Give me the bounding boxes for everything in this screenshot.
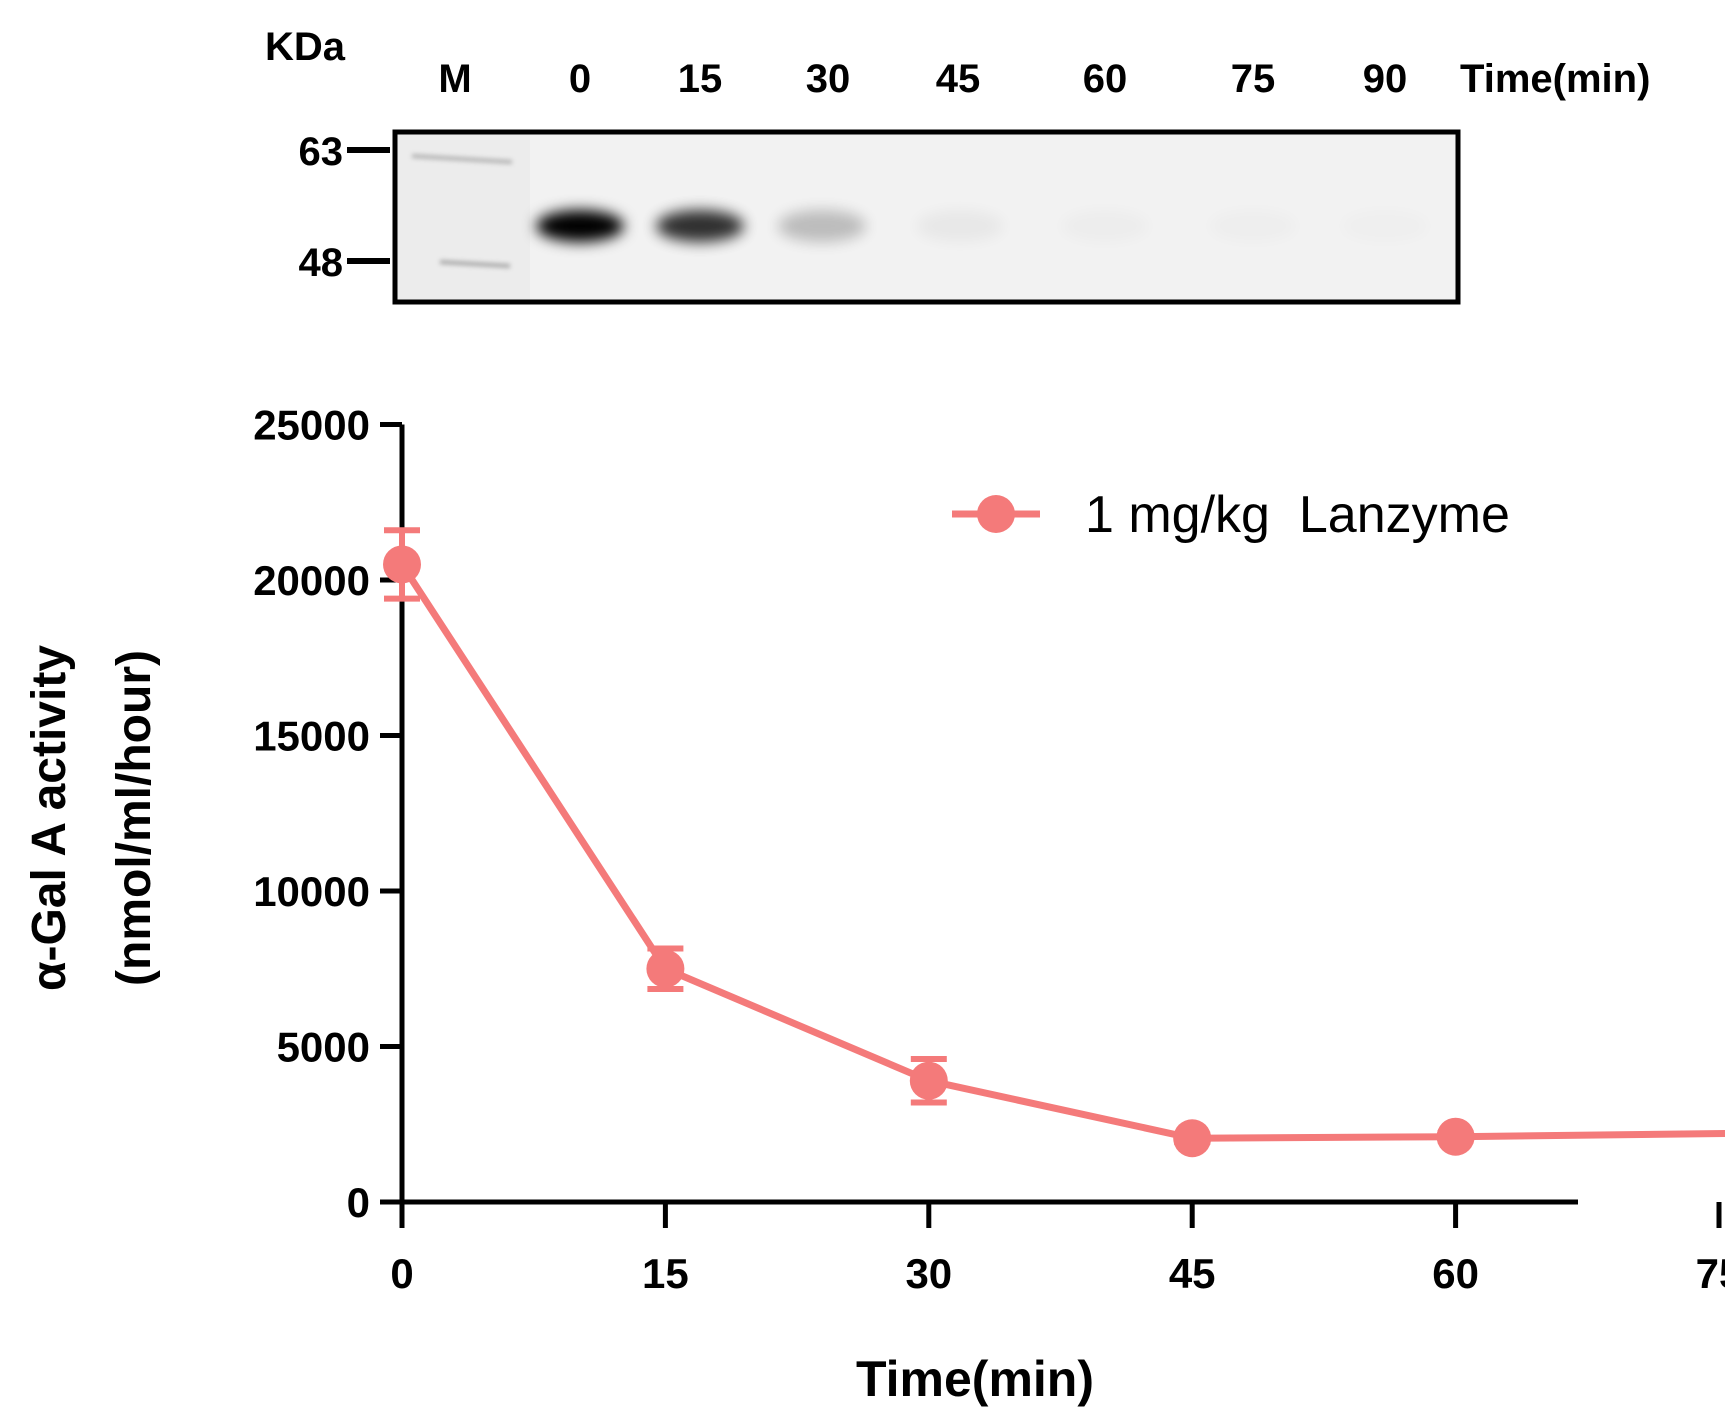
legend: 1 mg/kg Lanzyme [952, 486, 1510, 544]
blot-band [778, 210, 866, 242]
ladder-band-48 [439, 260, 511, 268]
x-tick-label: 45 [1169, 1250, 1216, 1297]
blot-lane-label: 0 [569, 57, 591, 101]
blot-band [916, 210, 1004, 242]
y-tick-label: 15000 [253, 713, 370, 760]
blot-lane-label: 30 [806, 57, 851, 101]
blot-band [1209, 210, 1297, 242]
blot-lane-label: 90 [1363, 57, 1408, 101]
data-point [383, 545, 421, 584]
y-tick-label: 0 [347, 1179, 370, 1226]
gel-frame [392, 129, 1461, 305]
x-axis-title: Time(min) [856, 1351, 1094, 1407]
blot-unit-label: KDa [265, 25, 346, 69]
y-tick-label: 25000 [253, 402, 370, 449]
mw-marker-48: 48 [299, 241, 344, 285]
ladder-band-63 [411, 154, 513, 164]
y-tick-label: 10000 [253, 868, 370, 915]
data-point [1436, 1117, 1475, 1156]
legend-label: 1 mg/kg Lanzyme [1085, 486, 1510, 544]
blot-lane-axis-label: Time(min) [1460, 57, 1650, 101]
x-tick-label: 0 [390, 1250, 413, 1297]
western-blot-panel: KDa M 0 15 30 45 60 75 90 Time(min) 63 48 [265, 25, 1650, 305]
data-point [909, 1061, 948, 1100]
x-tick-label: 75 [1696, 1250, 1725, 1297]
data-point [646, 949, 685, 988]
y-axis-title-line1: α-Gal A activity [23, 645, 76, 991]
blot-bands [536, 210, 1429, 242]
y-axis-title-line2: (nmol/ml/hour) [108, 650, 161, 986]
x-tick-label: 60 [1432, 1250, 1479, 1297]
x-tick-label: 30 [905, 1250, 952, 1297]
y-tick-label: 5000 [277, 1024, 370, 1071]
legend-marker [977, 495, 1015, 533]
series-line [399, 562, 1725, 1142]
blot-lane-label: 15 [678, 57, 723, 101]
series-layer [383, 527, 1725, 1158]
blot-lane-label: 45 [936, 57, 981, 101]
blot-band [656, 210, 744, 242]
blot-lane-label: 60 [1083, 57, 1128, 101]
y-axis: 0 5000 10000 15000 20000 25000 [253, 402, 405, 1228]
x-tick-label: 15 [642, 1250, 689, 1297]
data-point [1173, 1119, 1212, 1158]
blot-marker-lane-label: M [438, 57, 471, 101]
blot-band [1061, 210, 1149, 242]
blot-lane-label: 75 [1231, 57, 1276, 101]
mw-marker-63: 63 [299, 130, 344, 174]
y-tick-label: 20000 [253, 557, 370, 604]
blot-band [536, 210, 624, 242]
blot-band [1341, 210, 1429, 242]
blot-lane-labels: 0 15 30 45 60 75 90 [569, 57, 1407, 101]
